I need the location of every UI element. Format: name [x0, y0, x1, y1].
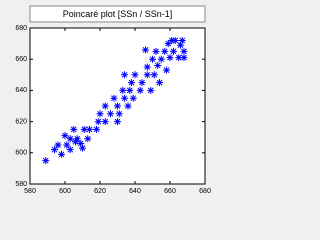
point: [177, 41, 184, 49]
point: [126, 86, 134, 94]
point: [170, 47, 177, 55]
point: [96, 110, 104, 118]
point: [138, 79, 146, 87]
x-tick-label: 620: [94, 188, 106, 195]
x-tick-label: 600: [59, 188, 71, 195]
point: [80, 125, 88, 133]
point: [58, 150, 65, 158]
point: [166, 54, 174, 62]
x-tick-label: 660: [164, 188, 176, 195]
point: [61, 132, 69, 140]
y-tick-label: 600: [15, 150, 27, 157]
point: [143, 63, 151, 71]
point: [171, 36, 179, 44]
point: [131, 71, 139, 79]
point: [163, 66, 170, 74]
y-tick-label: 620: [15, 118, 27, 125]
point: [178, 36, 186, 44]
point: [51, 146, 58, 154]
point: [175, 54, 183, 62]
point: [147, 86, 155, 94]
point: [93, 125, 100, 133]
point: [101, 118, 109, 126]
point: [157, 55, 165, 63]
point: [42, 157, 50, 165]
point: [149, 55, 156, 63]
point: [101, 102, 109, 110]
x-tick-label: 640: [129, 188, 141, 195]
point: [107, 110, 114, 118]
point: [63, 141, 71, 149]
point: [66, 135, 74, 143]
point: [142, 46, 149, 54]
point: [110, 94, 118, 102]
point: [115, 110, 123, 118]
x-tick-label: 680: [199, 188, 211, 195]
point: [128, 79, 135, 87]
point: [94, 118, 102, 126]
point: [143, 71, 151, 79]
point: [66, 146, 74, 154]
y-tick-label: 660: [15, 56, 27, 63]
point: [114, 118, 121, 126]
point: [180, 54, 188, 62]
point: [121, 94, 128, 102]
point: [70, 125, 78, 133]
x-tick-label: 580: [24, 188, 36, 195]
point: [79, 144, 86, 152]
point: [129, 94, 137, 102]
point: [86, 125, 93, 133]
point: [164, 40, 172, 48]
y-tick-label: 580: [15, 181, 27, 188]
title-box: [29, 5, 206, 23]
y-tick-label: 680: [15, 25, 27, 32]
point: [154, 61, 162, 69]
point: [72, 138, 79, 146]
point: [124, 102, 132, 110]
point: [156, 79, 163, 87]
point: [73, 135, 81, 143]
point: [119, 86, 127, 94]
point: [54, 141, 62, 149]
y-tick-label: 640: [15, 87, 27, 94]
point: [77, 139, 85, 147]
chart: Poincaré plot [SSn / SSn-1] 580 600 620 640…: [15, 5, 211, 195]
page: Poincaré plot [SSn / SSn-1] 580 600 620 640…: [15, 5, 211, 195]
point: [121, 71, 128, 79]
point: [161, 47, 169, 55]
point: [84, 135, 92, 143]
point: [152, 47, 160, 55]
chart-title: Poincaré plot [SSn / SSn-1]: [63, 9, 173, 19]
point: [136, 86, 144, 94]
point: [114, 102, 121, 110]
point: [180, 47, 188, 55]
point: [150, 71, 158, 79]
